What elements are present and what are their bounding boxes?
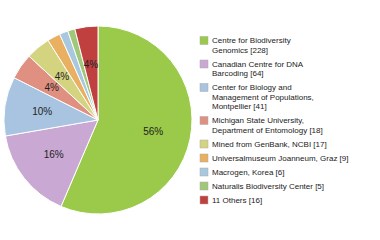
legend-swatch	[200, 117, 208, 125]
legend: Centre for BiodiversityGenomics [228] Can…	[200, 36, 349, 205]
slices	[4, 26, 192, 214]
legend-label: Center for Biology andManagement of Popu…	[212, 83, 314, 111]
legend-swatch	[200, 154, 208, 162]
slice-label: 4%	[84, 59, 99, 70]
slice-label: 56%	[143, 126, 163, 137]
legend-swatch	[200, 60, 208, 68]
legend-swatch	[200, 168, 208, 176]
legend-label: Universalmuseum Joanneum, Graz [9]	[212, 154, 349, 163]
legend-label: 11 Others [16]	[212, 196, 262, 205]
legend-label: Mined from GenBank, NCBI [17]	[212, 140, 327, 149]
legend-label: Centre for BiodiversityGenomics [228]	[212, 36, 291, 55]
legend-label: Naturalis Biodiversity Center [5]	[212, 182, 324, 191]
legend-swatch	[200, 37, 208, 45]
slice-labels: 56%16%10%4%4%4%	[32, 59, 163, 161]
legend-swatch	[200, 140, 208, 148]
slice-label: 4%	[55, 71, 70, 82]
chart: 56%16%10%4%4%4%Centre for BiodiversityGe…	[0, 0, 380, 240]
slice-label: 16%	[44, 149, 64, 160]
slice-label: 10%	[32, 106, 52, 117]
legend-label: Michigan State University,Department of …	[212, 116, 323, 135]
legend-swatch	[200, 182, 208, 190]
slice-label: 4%	[44, 82, 59, 93]
legend-swatch	[200, 84, 208, 92]
legend-label: Canadian Centre for DNABarcoding [64]	[212, 60, 304, 79]
legend-swatch	[200, 196, 208, 204]
legend-label: Macrogen, Korea [6]	[212, 168, 284, 177]
slice	[75, 26, 98, 120]
